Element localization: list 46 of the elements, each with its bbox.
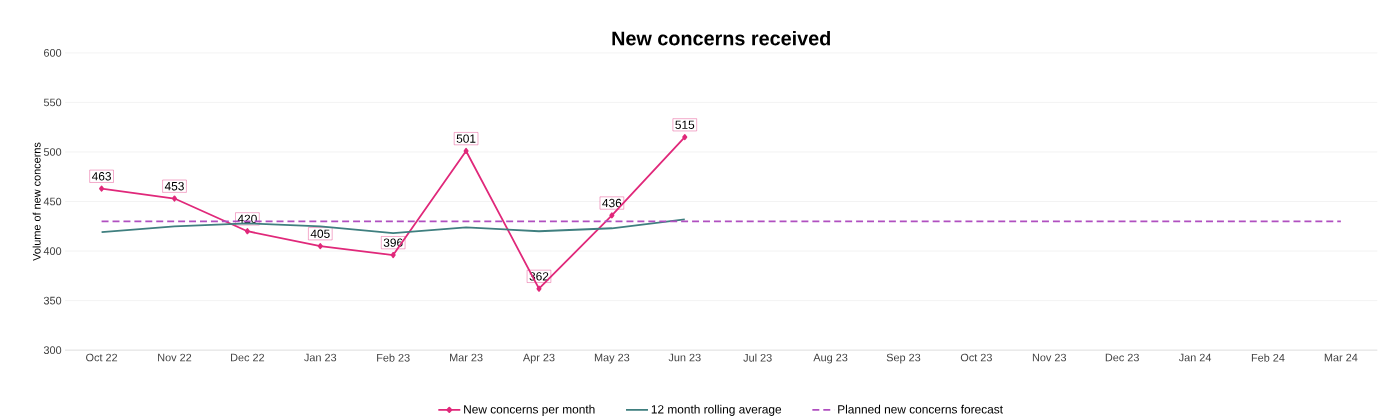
x-tick-label: Aug 23 <box>813 353 848 364</box>
y-tick-label: 600 <box>44 49 62 57</box>
point <box>463 147 469 155</box>
x-tick-label: May 23 <box>594 353 630 364</box>
data-label: 453 <box>164 182 184 191</box>
point <box>171 195 178 202</box>
x-tick-label: Dec 23 <box>1105 353 1139 362</box>
data-label: 436 <box>602 198 622 208</box>
legend-label: New concerns per month <box>464 404 595 416</box>
point <box>317 243 323 250</box>
point <box>536 285 542 292</box>
x-tick-label: Sep 23 <box>886 353 921 364</box>
x-tick-label: Nov 23 <box>1032 353 1067 362</box>
point <box>390 252 396 259</box>
legend-label: Planned new concerns forecast <box>838 404 1003 414</box>
data-label: 463 <box>91 172 111 181</box>
data-label: 515 <box>675 120 695 130</box>
x-tick-label: Feb 24 <box>1251 353 1285 362</box>
x-tick-label: Feb 23 <box>377 353 410 362</box>
point <box>609 212 615 219</box>
point <box>682 134 688 141</box>
legend-label: 12 month rolling average <box>651 404 782 416</box>
x-tick-label: Jan 24 <box>1178 353 1212 362</box>
data-label: 501 <box>456 134 476 143</box>
x-tick-label: Mar 24 <box>1324 353 1358 362</box>
y-tick-label: 450 <box>43 197 62 206</box>
data-label: 420 <box>237 214 257 224</box>
y-tick-label: 550 <box>43 98 62 107</box>
y-axis-title: Volume of new concerns <box>32 142 41 261</box>
data-label: 405 <box>310 229 330 238</box>
x-tick-label: Apr 23 <box>522 353 555 364</box>
x-tick-label: Jul 23 <box>743 353 772 362</box>
x-tick-label: Nov 22 <box>158 353 192 362</box>
y-tick-label: 500 <box>43 148 62 156</box>
y-tick-label: 400 <box>43 247 62 255</box>
point <box>99 185 105 192</box>
x-tick-label: Oct 23 <box>960 353 992 362</box>
chart-title: New concerns received <box>612 30 830 46</box>
y-tick-label: 350 <box>43 296 62 305</box>
x-tick-label: Mar 23 <box>450 353 483 362</box>
x-tick-label: Dec 22 <box>231 353 265 362</box>
point <box>244 228 250 235</box>
x-tick-label: Jan 23 <box>304 353 337 362</box>
x-tick-label: Jun 23 <box>668 353 701 362</box>
x-tick-label: Oct 22 <box>86 353 118 362</box>
y-tick-label: 300 <box>43 346 62 355</box>
